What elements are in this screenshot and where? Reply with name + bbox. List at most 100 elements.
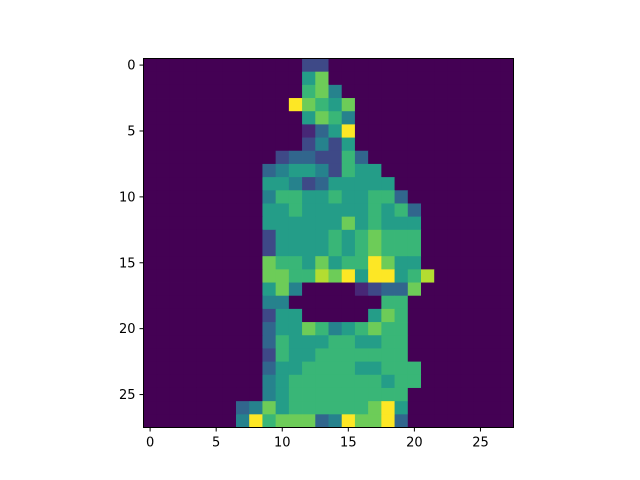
heatmap-cell [355, 203, 369, 217]
heatmap-cell [210, 243, 224, 257]
heatmap-cell [500, 85, 514, 99]
heatmap-cell [434, 230, 448, 244]
heatmap-cell [474, 256, 488, 270]
heatmap-cell [236, 256, 250, 270]
heatmap-cell [157, 322, 171, 336]
heatmap-cell [421, 111, 435, 125]
heatmap-cell [434, 322, 448, 336]
heatmap-cell [249, 348, 263, 362]
heatmap-cell [487, 230, 501, 244]
heatmap-cell [395, 59, 409, 73]
heatmap-cell [223, 203, 237, 217]
heatmap-cell [381, 230, 395, 244]
heatmap-cell [170, 72, 184, 86]
heatmap-cell [262, 269, 276, 283]
heatmap-cell [434, 256, 448, 270]
heatmap-cell [461, 256, 475, 270]
heatmap-cell [236, 296, 250, 310]
heatmap-cell [342, 401, 356, 415]
heatmap-cell [315, 362, 329, 376]
heatmap-cell [368, 309, 382, 323]
heatmap-cell [395, 243, 409, 257]
heatmap-cell [249, 375, 263, 389]
heatmap-cell [329, 388, 343, 402]
heatmap-cell [236, 217, 250, 231]
heatmap-cell [395, 362, 409, 376]
heatmap-cell [302, 59, 316, 73]
heatmap-cell [342, 124, 356, 138]
heatmap-cell [196, 190, 210, 204]
heatmap-cell [236, 375, 250, 389]
heatmap-cell [329, 151, 343, 165]
heatmap-cell [170, 256, 184, 270]
heatmap-cell [474, 335, 488, 349]
heatmap-cell [329, 414, 343, 428]
heatmap-cell [500, 362, 514, 376]
heatmap-cell [461, 177, 475, 191]
heatmap-cell [302, 203, 316, 217]
heatmap-cell [262, 85, 276, 99]
heatmap-cell [500, 59, 514, 73]
heatmap-cell [196, 138, 210, 152]
heatmap-cell [421, 283, 435, 297]
heatmap-cell [381, 217, 395, 231]
heatmap-cell [183, 256, 197, 270]
heatmap-cell [289, 59, 303, 73]
heatmap-cell [355, 124, 369, 138]
heatmap-cell [461, 388, 475, 402]
heatmap-cell [434, 388, 448, 402]
heatmap-cell [408, 98, 422, 112]
heatmap-cell [447, 256, 461, 270]
heatmap-cell [157, 230, 171, 244]
heatmap-cell [144, 203, 158, 217]
heatmap-cell [302, 164, 316, 178]
heatmap-cell [329, 85, 343, 99]
heatmap-cell [302, 322, 316, 336]
heatmap-cell [170, 243, 184, 257]
heatmap-cell [196, 72, 210, 86]
heatmap-cell [487, 85, 501, 99]
heatmap-cell [342, 177, 356, 191]
heatmap-cell [276, 322, 290, 336]
heatmap-cell [447, 348, 461, 362]
heatmap-cell [170, 98, 184, 112]
heatmap-cell [144, 85, 158, 99]
heatmap-cell [302, 217, 316, 231]
heatmap-cell [223, 322, 237, 336]
heatmap-cell [262, 322, 276, 336]
y-tick-label: 25 [119, 388, 136, 403]
heatmap-cell [302, 362, 316, 376]
heatmap-cell [302, 138, 316, 152]
heatmap-cell [342, 98, 356, 112]
heatmap-cell [408, 190, 422, 204]
heatmap-cell [196, 203, 210, 217]
heatmap-cell [408, 335, 422, 349]
heatmap-cell [170, 283, 184, 297]
heatmap-cell [302, 111, 316, 125]
heatmap-cell [157, 190, 171, 204]
heatmap-cell [144, 388, 158, 402]
heatmap-cell [144, 98, 158, 112]
heatmap-cell [262, 203, 276, 217]
heatmap-cell [315, 243, 329, 257]
heatmap-cell [157, 414, 171, 428]
heatmap-cell [329, 362, 343, 376]
heatmap-cell [223, 138, 237, 152]
heatmap-cell [461, 72, 475, 86]
heatmap-cell [461, 217, 475, 231]
heatmap-cell [500, 203, 514, 217]
heatmap-cell [302, 414, 316, 428]
heatmap-cell [223, 72, 237, 86]
heatmap-cell [183, 309, 197, 323]
heatmap-cell [170, 388, 184, 402]
heatmap-cell [223, 190, 237, 204]
heatmap-cell [355, 151, 369, 165]
heatmap-cell [183, 190, 197, 204]
heatmap-cell [474, 322, 488, 336]
heatmap-cell [196, 348, 210, 362]
heatmap-cell [223, 243, 237, 257]
heatmap-cell [487, 401, 501, 415]
heatmap-cell [289, 72, 303, 86]
heatmap-cell [157, 401, 171, 415]
heatmap-cell [329, 98, 343, 112]
